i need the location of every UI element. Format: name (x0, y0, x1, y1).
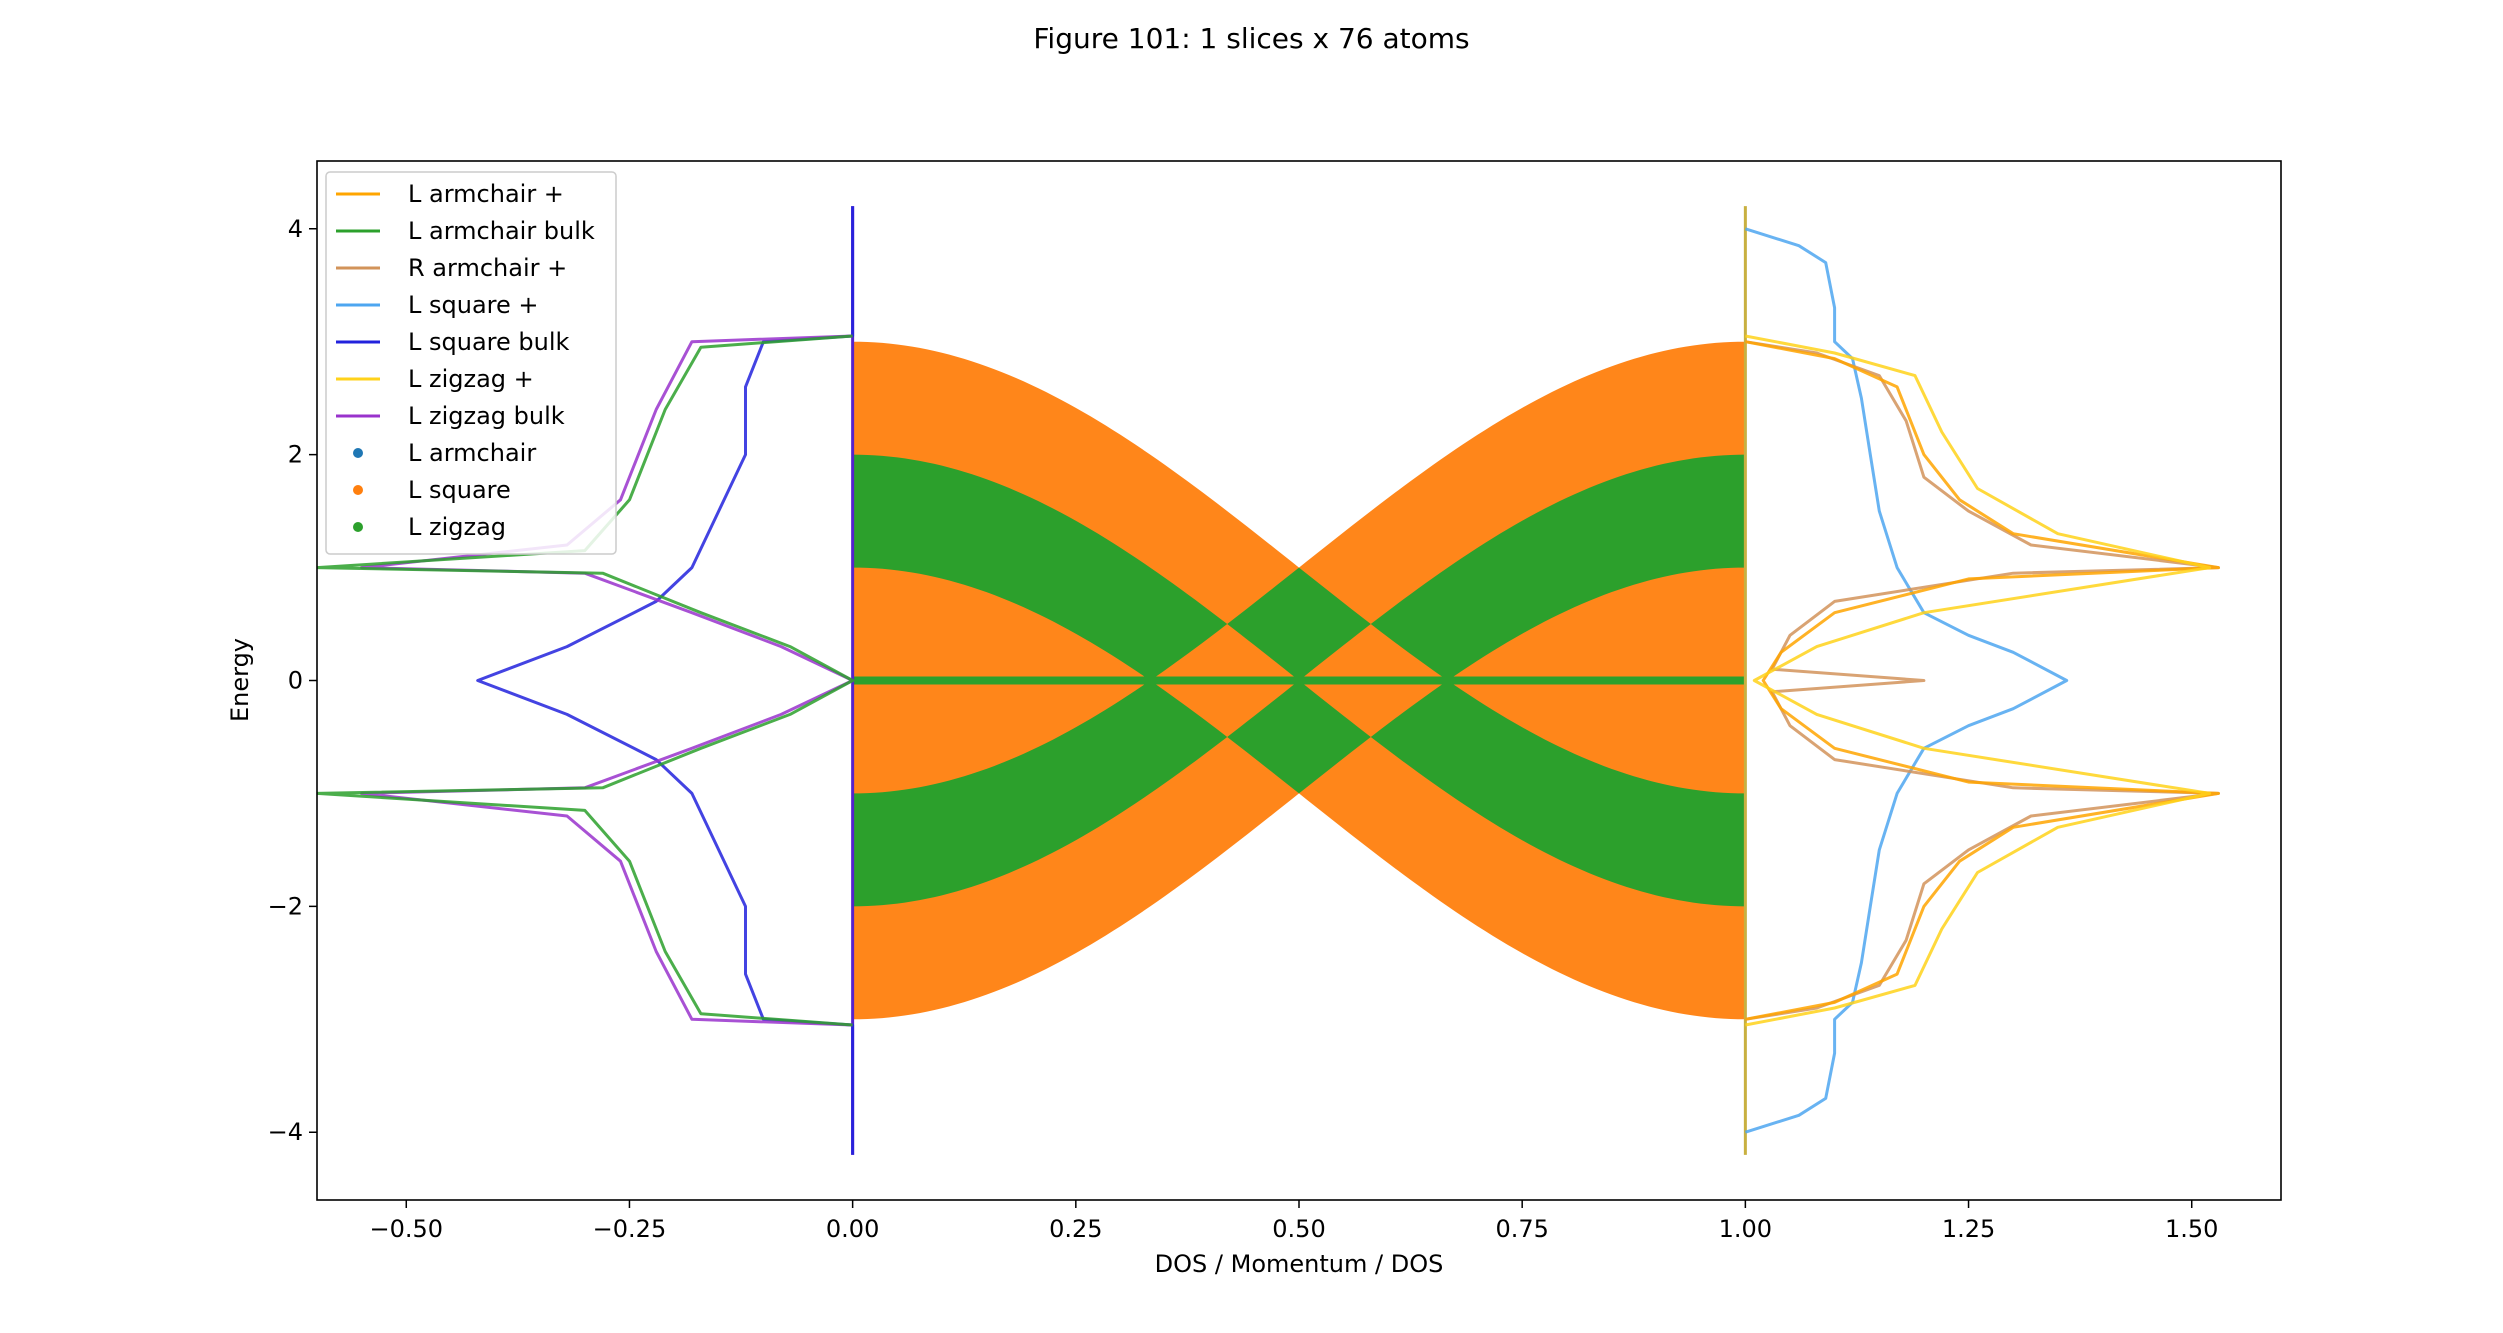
legend-label: L zigzag bulk (408, 402, 565, 430)
series-line-6 (317, 334, 855, 1027)
series-line-4 (476, 206, 855, 1155)
legend-marker (353, 522, 363, 532)
band-l-zigzag-lower (852, 680, 1746, 907)
x-tick-label: 0.50 (1272, 1215, 1325, 1243)
series-line-1 (1745, 340, 2220, 1021)
plot-area (317, 206, 2220, 1155)
band-l-zigzag-upper (852, 454, 1746, 681)
legend-box (325, 171, 617, 555)
figure-title: Figure 101: 1 slices x 76 atoms (1033, 22, 1470, 55)
x-tick-label: 1.25 (1942, 1215, 1995, 1243)
legend-label: L armchair bulk (408, 217, 595, 245)
y-tick-label: −2 (268, 892, 303, 920)
x-tick-label: −0.50 (369, 1215, 443, 1243)
legend-label: L armchair + (408, 180, 564, 208)
legend-label: L zigzag (408, 513, 506, 541)
series-line-0 (1744, 227, 2069, 1134)
legend-label: L armchair (408, 439, 536, 467)
series-line-3 (1745, 334, 2212, 1027)
y-axis-label: Energy (226, 638, 254, 722)
x-tick-label: −0.25 (593, 1215, 667, 1243)
legend-label: L square (408, 476, 511, 504)
y-tick-label: 4 (288, 215, 303, 243)
legend-label: L square bulk (408, 328, 570, 356)
y-tick-label: −4 (268, 1118, 303, 1146)
x-tick-label: 0.25 (1049, 1215, 1102, 1243)
legend-label: R armchair + (408, 254, 567, 282)
series-line-2 (1745, 340, 2220, 1021)
legend: L armchair + L armchair bulk R armchair + L… (325, 171, 617, 555)
legend-label: L zigzag + (408, 365, 534, 393)
y-tick-label: 0 (288, 667, 303, 695)
y-axis: −4 −2 0 2 4 (268, 215, 317, 1146)
x-axis: −0.50 −0.25 0.00 0.25 0.50 0.75 1.00 1.25 1.50 (369, 1200, 2218, 1243)
x-axis-label: DOS / Momentum / DOS (1155, 1250, 1444, 1278)
x-tick-label: 0.00 (826, 1215, 879, 1243)
legend-marker (353, 485, 363, 495)
y-tick-label: 2 (288, 441, 303, 469)
x-tick-label: 1.50 (2165, 1215, 2218, 1243)
x-tick-label: 1.00 (1719, 1215, 1772, 1243)
legend-label: L square + (408, 291, 539, 319)
x-tick-label: 0.75 (1495, 1215, 1548, 1243)
legend-marker (353, 448, 363, 458)
flat-band-zero (852, 676, 1746, 685)
